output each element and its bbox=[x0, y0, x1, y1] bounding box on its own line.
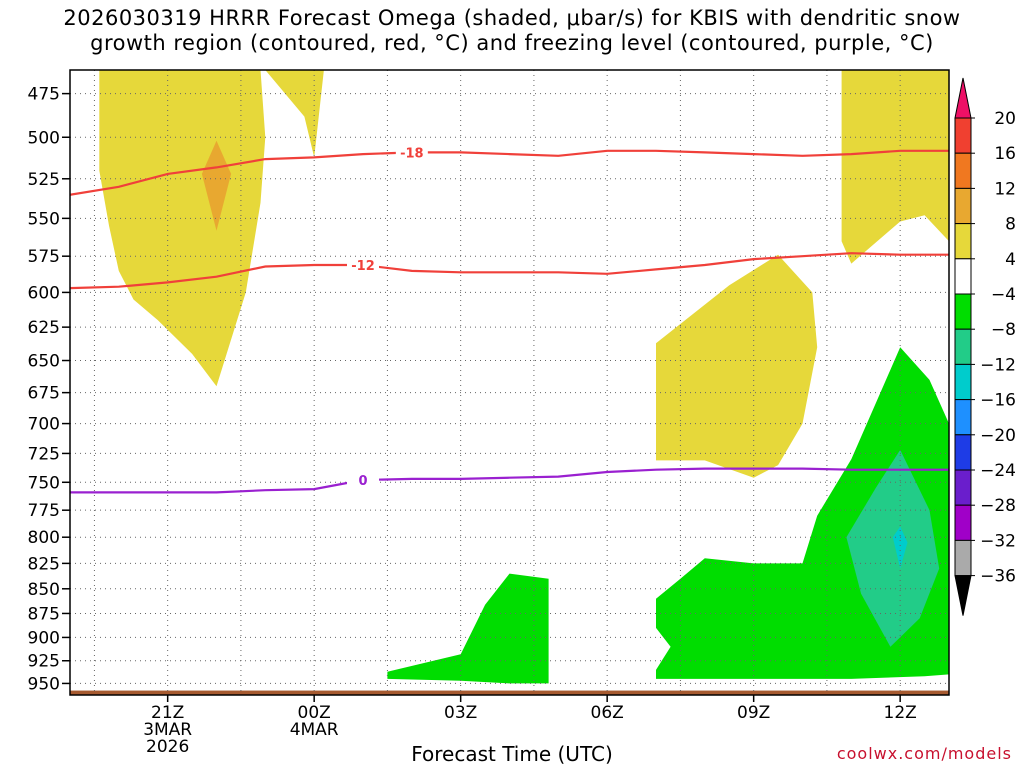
omega-region-0 bbox=[99, 70, 266, 387]
title-line-2: growth region (contoured, red, °C) and f… bbox=[90, 31, 934, 55]
colorbar-band bbox=[954, 363, 972, 401]
grid-lines bbox=[70, 70, 949, 695]
colorbar-label: −16 bbox=[980, 391, 1016, 411]
y-tick-label: 800 bbox=[28, 528, 60, 548]
colorbar-band bbox=[954, 223, 972, 260]
contour-label: 0 bbox=[358, 474, 367, 489]
y-tick-label: 575 bbox=[28, 247, 60, 267]
y-tick-label: 725 bbox=[28, 444, 60, 464]
chart-title: 2026030319 HRRR Forecast Omega (shaded, … bbox=[0, 6, 1024, 56]
omega-region-3 bbox=[656, 254, 818, 478]
contour-line-1 bbox=[70, 252, 949, 290]
omega-region-5 bbox=[387, 573, 549, 684]
x-tick-label: 21Z bbox=[151, 703, 184, 723]
colorbar-label: 4 bbox=[1005, 250, 1016, 270]
y-tick-label: 475 bbox=[28, 85, 60, 105]
colorbar-label: −4 bbox=[991, 285, 1016, 305]
colorbar-label: 8 bbox=[1005, 215, 1016, 235]
y-tick-label: 925 bbox=[28, 652, 60, 672]
omega-region-1 bbox=[201, 140, 232, 231]
colorbar-band bbox=[954, 117, 972, 154]
colorbar-band bbox=[954, 399, 972, 436]
plot-frame bbox=[69, 69, 950, 696]
colorbar-band bbox=[954, 258, 972, 295]
y-tick-label: 600 bbox=[28, 283, 60, 303]
colorbar-band bbox=[954, 187, 972, 225]
colorbar-band bbox=[954, 469, 972, 506]
title-line-1: 2026030319 HRRR Forecast Omega (shaded, … bbox=[63, 6, 961, 30]
x-tick-label: 09Z bbox=[737, 703, 770, 723]
y-tick-label: 850 bbox=[28, 580, 60, 600]
y-tick-label: 625 bbox=[28, 318, 60, 338]
x-tick-label: 03Z bbox=[444, 703, 477, 723]
omega-shading bbox=[99, 70, 949, 684]
colorbar-label: −24 bbox=[980, 461, 1016, 481]
y-tick-label: 775 bbox=[28, 501, 60, 521]
contour-line-0 bbox=[70, 149, 949, 196]
ground-surface bbox=[70, 690, 949, 695]
y-tick-label: 700 bbox=[28, 415, 60, 435]
y-axis: 475 500 525 550 575 600 625 650 675 700 725 750 775 8… bbox=[28, 85, 70, 694]
omega-region-7 bbox=[846, 449, 940, 647]
credit-text: coolwx.com/models bbox=[836, 744, 1012, 763]
colorbar-bottom-arrow bbox=[954, 575, 972, 616]
x-axis-title: Forecast Time (UTC) bbox=[411, 742, 613, 766]
y-tick-label: 900 bbox=[28, 628, 60, 648]
x-tick-label: 12Z bbox=[884, 703, 917, 723]
colorbar-label: −20 bbox=[980, 426, 1016, 446]
x-tick-label: 06Z bbox=[591, 703, 624, 723]
colorbar-band bbox=[954, 152, 972, 189]
y-tick-label: 675 bbox=[28, 384, 60, 404]
temperature-contours: -18 -12 0 bbox=[70, 144, 949, 494]
colorbar-label: −32 bbox=[980, 531, 1016, 551]
colorbar-label: −28 bbox=[980, 496, 1016, 516]
x-tick-label: 4MAR bbox=[290, 720, 339, 740]
colorbar-band bbox=[954, 328, 972, 365]
y-tick-label: 750 bbox=[28, 473, 60, 493]
contour-label: -18 bbox=[400, 146, 424, 161]
omega-region-8 bbox=[892, 526, 908, 569]
y-tick-label: 950 bbox=[28, 674, 60, 694]
contour-label: -12 bbox=[351, 259, 375, 274]
y-tick-label: 525 bbox=[28, 170, 60, 190]
colorbar-label: −12 bbox=[980, 355, 1016, 375]
y-tick-label: 550 bbox=[28, 209, 60, 229]
y-tick-label: 875 bbox=[28, 604, 60, 624]
x-tick-label: 00Z bbox=[298, 703, 331, 723]
omega-region-4 bbox=[841, 70, 949, 264]
contour-label-bg bbox=[347, 257, 379, 274]
colorbar: 20 16 12 8 4 −4 −8 −12 −16 −20 −24 −28 −32 −36 bbox=[954, 77, 1016, 616]
colorbar-label: 20 bbox=[994, 109, 1016, 129]
y-tick-label: 825 bbox=[28, 554, 60, 574]
colorbar-band bbox=[954, 504, 972, 541]
contour-label-bg bbox=[395, 144, 428, 161]
omega-region-2 bbox=[265, 70, 324, 158]
x-tick-label: 2026 bbox=[146, 737, 189, 757]
y-tick-label: 500 bbox=[28, 128, 60, 148]
contour-label-bg bbox=[347, 472, 379, 489]
contour-line-2 bbox=[70, 467, 949, 494]
colorbar-label: −36 bbox=[980, 567, 1016, 587]
colorbar-top-arrow bbox=[954, 77, 972, 119]
colorbar-label: 16 bbox=[994, 144, 1016, 164]
colorbar-label: 12 bbox=[994, 179, 1016, 199]
colorbar-band bbox=[954, 539, 972, 577]
colorbar-band bbox=[954, 293, 972, 330]
colorbar-label: −8 bbox=[991, 320, 1016, 340]
x-tick-label: 3MAR bbox=[143, 720, 192, 740]
colorbar-band bbox=[954, 434, 972, 471]
y-tick-label: 650 bbox=[28, 352, 60, 372]
